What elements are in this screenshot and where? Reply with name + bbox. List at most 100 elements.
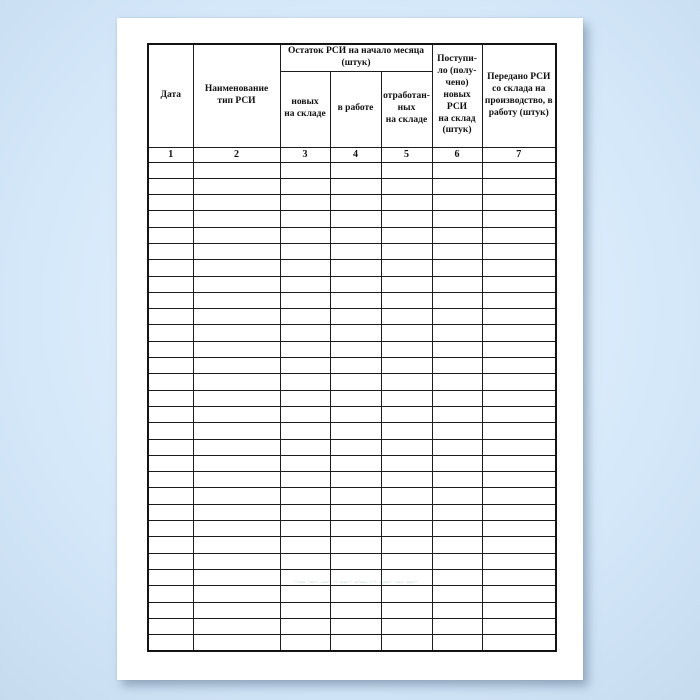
empty-cell — [147, 454, 194, 473]
empty-cell — [279, 471, 331, 489]
column-number: 4 — [329, 146, 382, 163]
empty-cell — [192, 438, 281, 456]
empty-cell — [279, 536, 331, 554]
empty-cell — [431, 520, 483, 538]
empty-cell — [329, 161, 382, 179]
empty-cell — [481, 226, 557, 244]
empty-cell — [279, 520, 331, 538]
empty-cell — [329, 340, 382, 359]
empty-cell — [279, 568, 331, 587]
empty-cell — [192, 454, 281, 473]
empty-cell — [147, 568, 194, 587]
empty-cell — [431, 242, 483, 261]
empty-cell — [279, 454, 331, 473]
empty-cell — [279, 308, 331, 326]
table-header: Дата Наименование тип РСИ Остаток РСИ на… — [147, 43, 557, 163]
empty-cell — [431, 487, 483, 505]
empty-cell — [147, 210, 194, 228]
table-row — [147, 536, 557, 554]
table-row — [147, 405, 557, 424]
empty-cell — [279, 503, 331, 522]
empty-cell — [481, 617, 557, 636]
empty-cell — [431, 161, 483, 179]
empty-cell — [380, 422, 433, 440]
empty-cell — [192, 601, 281, 619]
table-row — [147, 503, 557, 522]
empty-cell — [380, 226, 433, 244]
empty-cell — [279, 373, 331, 391]
empty-cell — [329, 308, 382, 326]
empty-cell — [147, 471, 194, 489]
empty-cell — [279, 259, 331, 277]
table-row — [147, 324, 557, 342]
empty-cell — [431, 226, 483, 244]
table-row — [147, 194, 557, 212]
empty-cell — [279, 585, 331, 603]
empty-cell — [147, 242, 194, 261]
header-row-top: Дата Наименование тип РСИ Остаток РСИ на… — [147, 43, 557, 148]
empty-cell — [481, 552, 557, 570]
column-number: 7 — [481, 146, 557, 163]
empty-cell — [380, 259, 433, 277]
table-row — [147, 161, 557, 179]
table-row — [147, 617, 557, 636]
empty-cell — [481, 177, 557, 196]
empty-cell — [192, 405, 281, 424]
empty-cell — [481, 454, 557, 473]
empty-cell — [279, 177, 331, 196]
empty-cell — [329, 291, 382, 310]
empty-cell — [192, 177, 281, 196]
table-row — [147, 438, 557, 456]
empty-cell — [329, 585, 382, 603]
table-row — [147, 520, 557, 538]
table-row — [147, 291, 557, 310]
empty-cell — [431, 503, 483, 522]
empty-cell — [329, 177, 382, 196]
empty-cell — [192, 585, 281, 603]
empty-cell — [431, 552, 483, 570]
empty-cell — [147, 308, 194, 326]
empty-cell — [431, 601, 483, 619]
empty-cell — [329, 568, 382, 587]
table-row — [147, 177, 557, 196]
empty-cell — [279, 275, 331, 293]
empty-cell — [481, 194, 557, 212]
empty-cell — [279, 617, 331, 636]
empty-cell — [329, 373, 382, 391]
empty-cell — [147, 291, 194, 310]
table-row — [147, 373, 557, 391]
table-row — [147, 389, 557, 407]
empty-cell — [147, 617, 194, 636]
empty-cell — [329, 259, 382, 277]
empty-cell — [431, 405, 483, 424]
empty-cell — [329, 242, 382, 261]
table-row — [147, 308, 557, 326]
table-row — [147, 422, 557, 440]
empty-cell — [380, 520, 433, 538]
empty-cell — [147, 275, 194, 293]
empty-cell — [147, 389, 194, 407]
table-row — [147, 471, 557, 489]
table-row — [147, 487, 557, 505]
empty-cell — [329, 487, 382, 505]
col-header-new-in-stock: новых на складе — [279, 70, 331, 148]
col-header-transferred: Передано РСИ со склада на производство, … — [481, 43, 557, 148]
empty-cell — [380, 373, 433, 391]
empty-cell — [192, 194, 281, 212]
empty-cell — [380, 357, 433, 375]
table-row — [147, 340, 557, 359]
empty-cell — [329, 601, 382, 619]
table-row — [147, 259, 557, 277]
document-page: Дата Наименование тип РСИ Остаток РСИ на… — [117, 18, 583, 680]
empty-cell — [380, 503, 433, 522]
empty-cell — [481, 291, 557, 310]
empty-cell — [380, 210, 433, 228]
empty-cell — [431, 585, 483, 603]
empty-cell — [329, 357, 382, 375]
empty-cell — [380, 487, 433, 505]
empty-cell — [431, 177, 483, 196]
empty-cell — [380, 634, 433, 652]
empty-cell — [380, 617, 433, 636]
table-row — [147, 454, 557, 473]
